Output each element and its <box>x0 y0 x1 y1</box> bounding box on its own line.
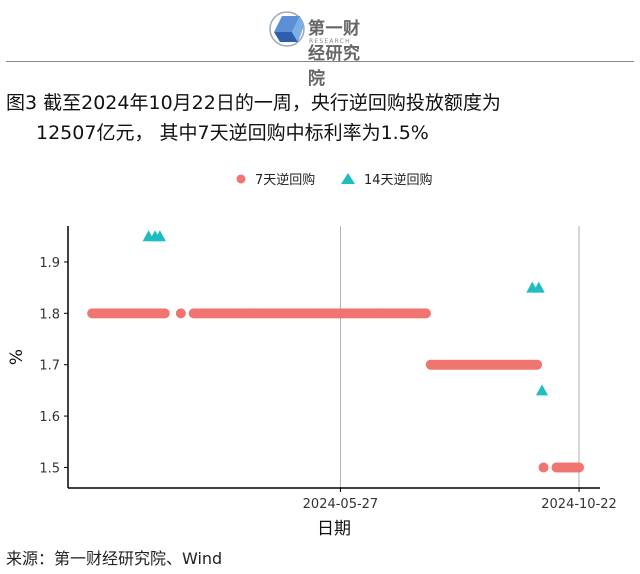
source-note: 来源：第一财经研究院、Wind <box>6 549 223 568</box>
point-14d <box>153 230 166 242</box>
legend-marker-14d <box>341 173 355 184</box>
point-7d <box>532 359 543 370</box>
brand-logo: 第一财经研究院 RESEARCH <box>268 8 368 89</box>
legend-label-14d: 14天逆回购 <box>364 172 433 188</box>
y-axis-label: % <box>7 349 27 365</box>
reverse-repo-rate-chart: 7天逆回购 14天逆回购 1.5 1.6 1.7 1.8 1.9 2024-05-27 2024… <box>7 172 617 539</box>
brand-mark-icon <box>269 11 305 47</box>
x-tick-label: 2024-10-22 <box>541 497 617 512</box>
point-7d <box>420 308 431 319</box>
figure-title-line-1: 图3 截至2024年10月22日的一周，央行逆回购投放额度为 <box>6 92 501 114</box>
point-14d <box>535 384 548 396</box>
brand-name: 第一财经研究院 <box>308 19 361 89</box>
point-7d <box>574 462 585 473</box>
figure-title-line-2: 12507亿元， 其中7天逆回购中标利率为1.5% <box>36 122 429 144</box>
y-tick-label: 1.7 <box>39 359 60 374</box>
report-header: 第一财经研究院 RESEARCH <box>0 0 640 89</box>
figure-title: 图3 截至2024年10月22日的一周，央行逆回购投放额度为 12507亿元， … <box>6 88 634 148</box>
header-divider <box>6 61 634 62</box>
point-7d <box>538 462 549 473</box>
x-tick-label: 2024-05-27 <box>303 497 379 512</box>
point-14d <box>532 281 545 293</box>
brand-subtitle: RESEARCH <box>309 38 351 45</box>
x-axis-label: 日期 <box>317 519 351 539</box>
y-tick-label: 1.9 <box>39 256 60 271</box>
y-tick-label: 1.5 <box>39 461 60 476</box>
point-7d <box>175 308 186 319</box>
legend-label-7d: 7天逆回购 <box>255 172 315 188</box>
y-tick-label: 1.6 <box>39 410 60 425</box>
point-7d <box>159 308 170 319</box>
y-tick-label: 1.8 <box>39 307 60 322</box>
legend-marker-7d <box>236 174 246 184</box>
